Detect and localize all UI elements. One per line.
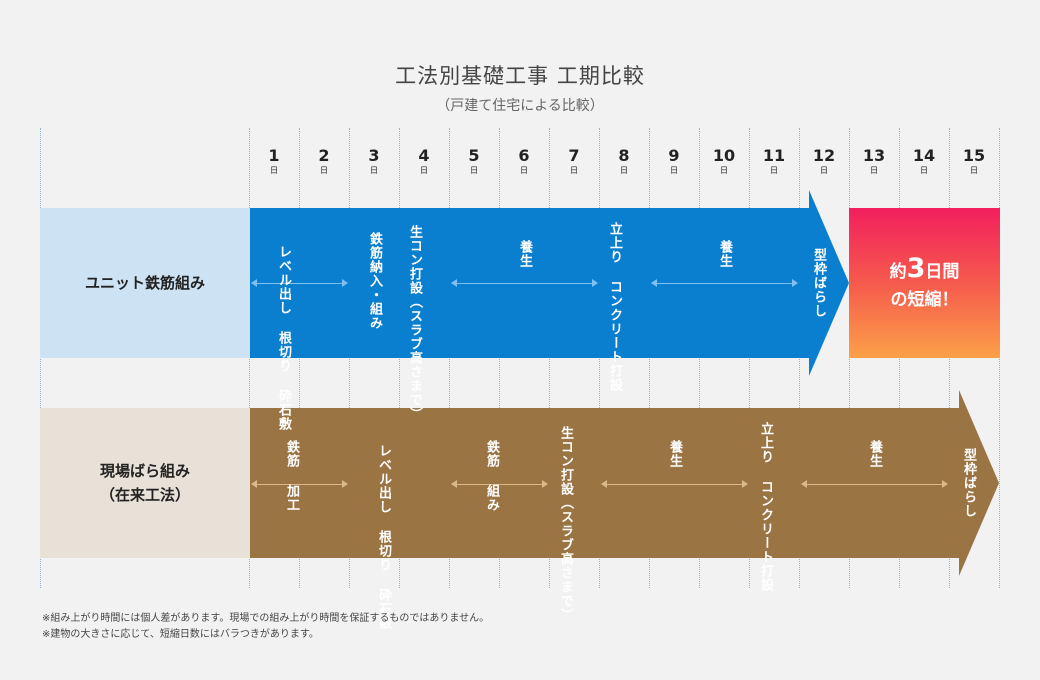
grid-line	[899, 128, 900, 588]
day-header-14: 14 日	[912, 146, 936, 175]
span-line	[252, 484, 346, 485]
span-line	[452, 484, 546, 485]
row-label-text: 現場ばら組み	[99, 462, 190, 480]
task-formwork-removal: 型枠ばらし	[961, 448, 976, 518]
page-subtitle: （戸建て住宅による比較）	[436, 98, 604, 114]
arrow-right-icon	[792, 279, 798, 287]
arrow-right-icon	[342, 480, 348, 488]
task-curing: 養生	[517, 240, 532, 268]
task-wall-pour: 立上り コンクリート打設	[758, 422, 773, 592]
page-title: 工法別基礎工事 工期比較	[395, 64, 645, 88]
arrow-right-icon	[942, 480, 948, 488]
day-header-15: 15 日	[962, 146, 986, 175]
day-header-10: 10 日	[712, 146, 736, 175]
grid-line	[999, 128, 1000, 588]
row-label-subtext: （在来工法）	[99, 486, 190, 504]
task-rebar-processing: 鉄筋 加工	[284, 440, 299, 512]
task-rebar-assembly: 鉄筋 組み	[484, 440, 499, 512]
span-line	[652, 283, 796, 284]
grid-line	[249, 128, 250, 588]
arrow-left-icon	[251, 480, 257, 488]
task-curing: 養生	[867, 440, 882, 468]
arrow-right-icon	[542, 480, 548, 488]
footnote: ※建物の大きさに応じて、短縮日数にはバラつきがあります。	[42, 629, 319, 640]
task-rebar-install: 鉄筋納入・組み	[367, 232, 382, 330]
day-header-13: 13 日	[862, 146, 886, 175]
arrow-left-icon	[601, 480, 607, 488]
day-header-12: 12 日	[812, 146, 836, 175]
task-slab-pour: 生コン打設（スラブ高さまで）	[558, 426, 573, 622]
day-header-11: 11 日	[762, 146, 786, 175]
task-curing: 養生	[667, 440, 682, 468]
grid-line	[949, 128, 950, 588]
shortening-badge: 約3日間 の短縮！	[849, 208, 1000, 358]
arrow-right-icon	[742, 480, 748, 488]
task-formwork-removal: 型枠ばらし	[811, 248, 826, 318]
task-leveling: レベル出し 根切り 砕石敷	[276, 245, 291, 431]
row-label-text: ユニット鉄筋組み	[84, 274, 205, 292]
footnote: ※組み上がり時間には個人差があります。現場での組み上がり時間を保証するものではあ…	[42, 613, 490, 624]
task-leveling: レベル出し 根切り 砕石敷	[376, 444, 391, 630]
span-line	[802, 484, 946, 485]
conventional-process-bar	[250, 390, 999, 576]
row-label-unit: ユニット鉄筋組み	[40, 208, 250, 358]
arrow-right-icon	[592, 279, 598, 287]
grid-line	[849, 128, 850, 588]
span-line	[252, 283, 346, 284]
arrow-right-icon	[342, 279, 348, 287]
task-slab-pour: 生コン打設（スラブ高さまで）	[407, 225, 422, 421]
arrow-left-icon	[451, 279, 457, 287]
arrow-left-icon	[251, 279, 257, 287]
grid-line	[40, 128, 41, 588]
span-line	[452, 283, 596, 284]
span-line	[602, 484, 746, 485]
arrow-left-icon	[801, 480, 807, 488]
arrow-left-icon	[651, 279, 657, 287]
task-curing: 養生	[717, 240, 732, 268]
arrow-left-icon	[451, 480, 457, 488]
row-label-conventional: 現場ばら組み （在来工法）	[40, 408, 250, 558]
task-wall-pour: 立上り コンクリート打設	[607, 222, 622, 392]
